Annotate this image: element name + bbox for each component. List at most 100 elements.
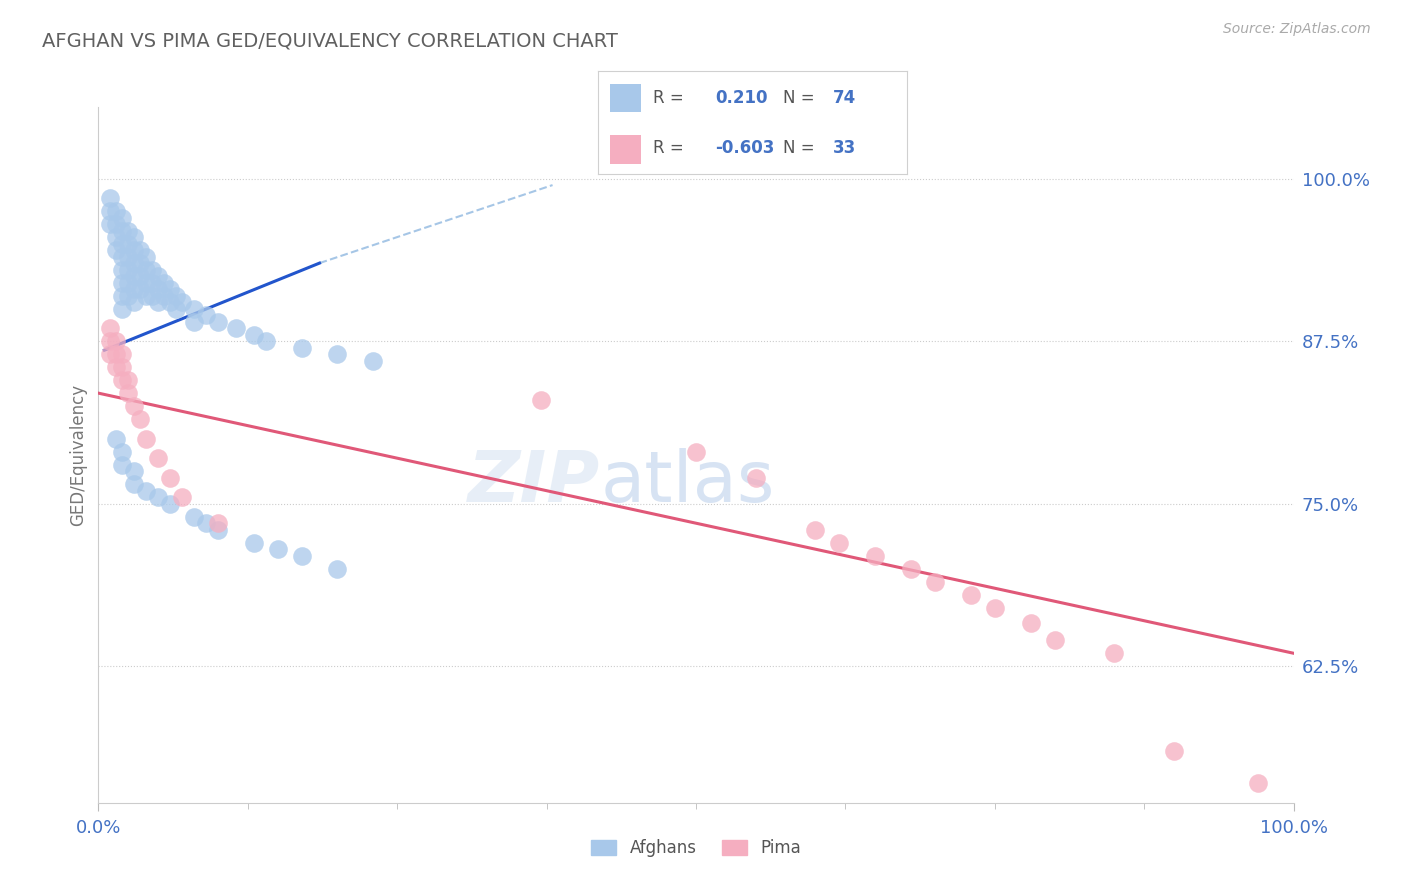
Point	[124, 243, 146, 257]
Text: N =: N =	[783, 89, 820, 107]
Point	[111, 444, 134, 458]
Point	[111, 288, 134, 302]
Point	[98, 204, 122, 219]
Point	[267, 542, 290, 557]
Point	[141, 288, 163, 302]
Point	[111, 360, 134, 375]
Point	[183, 315, 205, 329]
Point	[960, 588, 983, 602]
Point	[165, 288, 187, 302]
Point	[124, 399, 146, 413]
Point	[98, 191, 122, 205]
Point	[828, 535, 851, 549]
Point	[141, 276, 163, 290]
Point	[165, 301, 187, 316]
Point	[804, 523, 827, 537]
Point	[124, 464, 146, 478]
Text: atlas: atlas	[600, 449, 775, 517]
Legend: Afghans, Pima: Afghans, Pima	[585, 833, 807, 864]
Point	[111, 373, 134, 387]
Point	[172, 490, 194, 504]
Point	[111, 211, 134, 225]
Point	[98, 347, 122, 361]
Point	[105, 347, 128, 361]
Point	[105, 204, 128, 219]
Point	[111, 458, 134, 472]
Text: N =: N =	[783, 139, 820, 157]
Point	[291, 341, 314, 355]
Point	[148, 490, 170, 504]
Point	[98, 334, 122, 348]
Point	[111, 250, 134, 264]
Point	[1104, 646, 1126, 660]
Point	[105, 217, 128, 231]
Point	[685, 444, 707, 458]
Point	[243, 535, 266, 549]
Point	[153, 276, 176, 290]
Point	[195, 308, 218, 322]
Point	[135, 288, 157, 302]
Point	[148, 269, 170, 284]
Point	[117, 262, 139, 277]
Point	[1019, 616, 1042, 631]
Point	[984, 600, 1007, 615]
Point	[129, 269, 152, 284]
Point	[98, 217, 122, 231]
Point	[111, 262, 134, 277]
Point	[900, 562, 922, 576]
Text: 74: 74	[832, 89, 856, 107]
Text: 33: 33	[832, 139, 856, 157]
Point	[105, 360, 128, 375]
Point	[124, 477, 146, 491]
Point	[129, 282, 152, 296]
Point	[129, 412, 152, 426]
Point	[129, 243, 152, 257]
Point	[141, 262, 163, 277]
Point	[111, 236, 134, 251]
Point	[111, 276, 134, 290]
Point	[530, 392, 553, 407]
Point	[243, 327, 266, 342]
Point	[117, 373, 139, 387]
Point	[183, 509, 205, 524]
Point	[745, 471, 768, 485]
Point	[117, 236, 139, 251]
Point	[135, 250, 157, 264]
Point	[124, 256, 146, 270]
Point	[159, 471, 181, 485]
Point	[117, 288, 139, 302]
Point	[105, 230, 128, 244]
Point	[111, 301, 134, 316]
Point	[148, 282, 170, 296]
Point	[117, 276, 139, 290]
Point	[124, 282, 146, 296]
Point	[135, 432, 157, 446]
Point	[363, 353, 385, 368]
Point	[124, 269, 146, 284]
Point	[207, 516, 229, 531]
Text: R =: R =	[654, 139, 689, 157]
Point	[111, 224, 134, 238]
Point	[117, 224, 139, 238]
Point	[1163, 744, 1185, 758]
Point	[124, 295, 146, 310]
Point	[117, 250, 139, 264]
Y-axis label: GED/Equivalency: GED/Equivalency	[69, 384, 87, 526]
Text: -0.603: -0.603	[716, 139, 775, 157]
Point	[129, 256, 152, 270]
Point	[291, 549, 314, 563]
Point	[225, 321, 247, 335]
Point	[172, 295, 194, 310]
Text: AFGHAN VS PIMA GED/EQUIVALENCY CORRELATION CHART: AFGHAN VS PIMA GED/EQUIVALENCY CORRELATI…	[42, 31, 619, 50]
Point	[159, 497, 181, 511]
Point	[159, 295, 181, 310]
Point	[135, 262, 157, 277]
Point	[159, 282, 181, 296]
Point	[124, 230, 146, 244]
Point	[148, 451, 170, 466]
Point	[207, 315, 229, 329]
Point	[1043, 633, 1066, 648]
Point	[135, 483, 157, 498]
Point	[105, 432, 128, 446]
Point	[924, 574, 946, 589]
